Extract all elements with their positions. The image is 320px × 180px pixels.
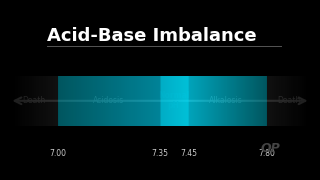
Text: 7.80: 7.80 <box>258 149 275 158</box>
Text: 7.00: 7.00 <box>49 149 66 158</box>
Text: Normal
pH: Normal pH <box>158 91 189 111</box>
Text: OP: OP <box>261 142 281 155</box>
Text: Death: Death <box>22 96 45 105</box>
Text: 7.45: 7.45 <box>180 149 197 158</box>
Text: 7.35: 7.35 <box>151 149 169 158</box>
Text: Alkalosis: Alkalosis <box>209 96 243 105</box>
Text: Acidosis: Acidosis <box>93 96 124 105</box>
Text: Death: Death <box>278 96 301 105</box>
Text: Acid-Base Imbalance: Acid-Base Imbalance <box>47 27 257 45</box>
